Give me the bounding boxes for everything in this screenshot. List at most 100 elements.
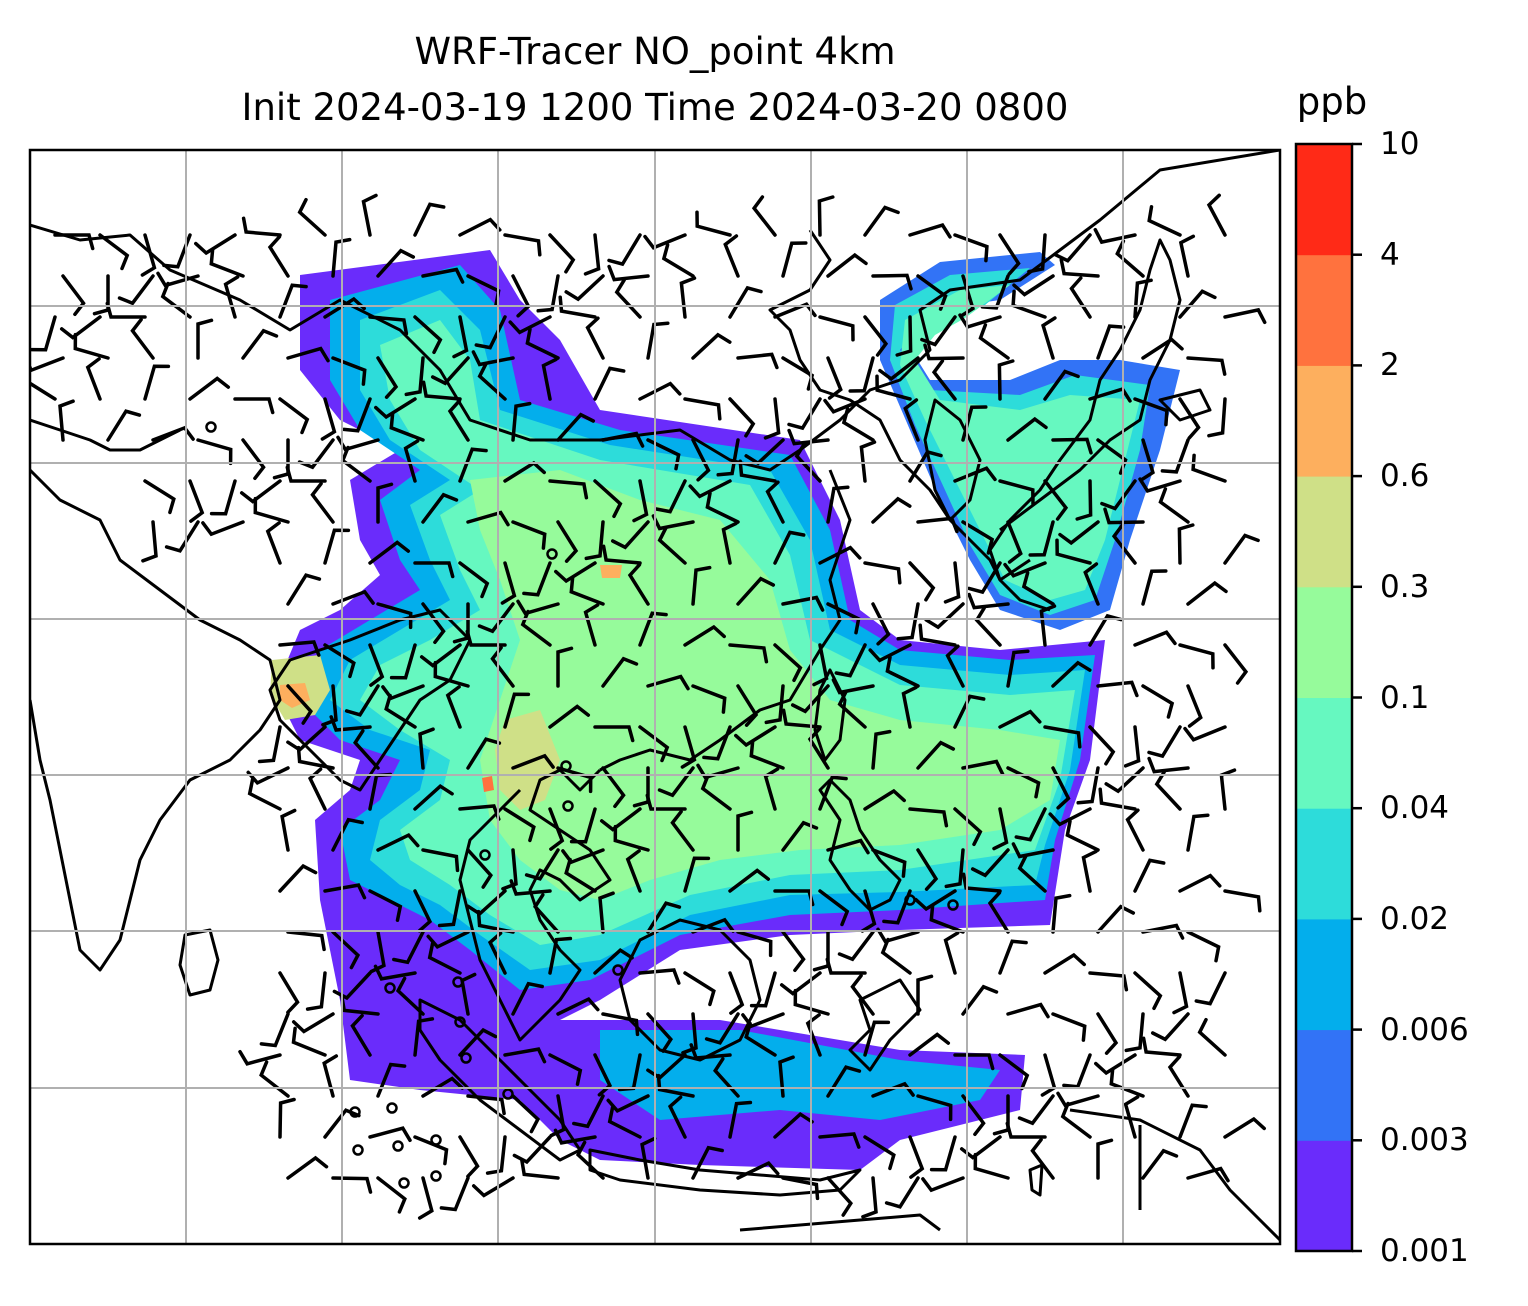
wind-barb <box>961 405 988 442</box>
wind-barb <box>696 763 740 780</box>
wind-barb <box>781 356 815 391</box>
wind-barb <box>779 971 822 996</box>
wind-barb <box>953 694 986 729</box>
wind-barb <box>1178 643 1215 670</box>
wind-barb <box>859 440 877 483</box>
wind-barb <box>704 1012 740 1045</box>
wind-barb <box>1094 1053 1137 1076</box>
wind-barb <box>525 327 560 360</box>
wind-barb <box>194 233 237 256</box>
wind-barb <box>1011 842 1055 859</box>
wind-barb <box>1178 234 1196 278</box>
wind-barb <box>896 602 920 641</box>
wind-barb <box>1103 507 1145 525</box>
wind-barb <box>336 435 380 452</box>
wind-barb <box>501 848 518 891</box>
wind-barb <box>404 356 425 397</box>
wind-barb <box>1123 1095 1140 1139</box>
wind-barb <box>322 1054 339 1098</box>
wind-barb <box>427 942 462 975</box>
wind-barb <box>638 611 668 647</box>
wind-barb <box>998 709 1042 729</box>
wind-barb <box>323 528 351 565</box>
wind-barb <box>987 891 1010 934</box>
wind-barb <box>943 931 960 975</box>
wind-barb <box>593 1053 613 1097</box>
wind-barb <box>614 278 642 319</box>
coastline-sulawesi <box>848 978 922 1072</box>
tracer-field-hotspot-spot <box>600 565 622 578</box>
wind-barb <box>1133 630 1177 647</box>
wind-barb <box>778 1055 795 1098</box>
wind-barb <box>509 879 552 896</box>
wind-barb <box>825 957 867 975</box>
wind-barb <box>1111 523 1137 565</box>
wind-barb <box>645 793 687 811</box>
wind-barb <box>344 684 380 717</box>
wind-barb <box>691 917 735 934</box>
gridlines <box>30 150 1280 1244</box>
wind-barb <box>1041 316 1057 360</box>
wind-barb <box>350 1013 372 1057</box>
wind-barb <box>749 971 777 1008</box>
colorbar-tick-label: 0.003 <box>1380 1122 1469 1159</box>
wind-barb <box>929 904 965 934</box>
wind-barb <box>1030 1137 1055 1180</box>
wind-barb <box>511 401 532 442</box>
wind-barb <box>1141 923 1185 940</box>
calm-wind-circle <box>502 1088 514 1100</box>
wind-barb <box>818 889 850 927</box>
colorbar-segment <box>1296 365 1352 477</box>
wind-barb <box>376 602 413 630</box>
wind-barb <box>831 678 875 695</box>
wind-barb <box>58 399 75 442</box>
wind-barb <box>458 1027 498 1057</box>
wind-barb <box>871 848 907 878</box>
wind-barb <box>188 376 231 401</box>
wind-barb <box>413 1135 449 1166</box>
coastline-korea <box>923 398 982 522</box>
wind-barb <box>1178 397 1201 440</box>
wind-barb <box>548 936 573 975</box>
wind-barb <box>1006 1002 1050 1019</box>
tracer-field-high <box>495 710 560 810</box>
wind-barb <box>572 1094 605 1129</box>
wind-barb <box>257 725 282 764</box>
wind-barb <box>1011 289 1047 319</box>
wind-barb <box>564 857 597 893</box>
wind-barb <box>1006 520 1023 564</box>
wind-barb <box>413 1017 435 1057</box>
wind-barb <box>1065 819 1100 852</box>
wind-barb <box>863 315 889 357</box>
wind-barb <box>961 520 995 555</box>
wind-barb <box>332 971 372 1001</box>
wind-barb <box>914 889 957 912</box>
wind-barb <box>980 274 1010 310</box>
wind-barb <box>503 1047 547 1064</box>
wind-barb <box>286 930 326 952</box>
wind-barb <box>447 399 470 442</box>
wind-barb <box>376 832 420 852</box>
calm-wind-circle <box>430 1134 442 1146</box>
wind-barb <box>973 1152 1010 1180</box>
wind-barb <box>998 233 1021 276</box>
wind-barb <box>323 643 356 679</box>
coastline-sumatra <box>418 998 582 1162</box>
wind-barb <box>361 193 378 237</box>
wind-barb <box>826 838 870 855</box>
wind-barb <box>970 848 1010 878</box>
wind-barb <box>1027 233 1047 274</box>
wind-barb <box>556 412 596 442</box>
coastline-new-guinea <box>1069 1108 1280 1242</box>
wind-barb <box>705 491 740 524</box>
wind-barb <box>130 317 155 360</box>
wind-barb <box>607 264 650 282</box>
wind-barb <box>1043 479 1069 521</box>
wind-barb <box>296 745 335 770</box>
wind-barb <box>885 655 920 688</box>
wind-barb <box>413 561 455 579</box>
wind-barb <box>1006 766 1041 799</box>
wind-barb <box>413 315 443 355</box>
wind-barb <box>908 807 949 828</box>
calm-wind-circle <box>546 548 558 560</box>
